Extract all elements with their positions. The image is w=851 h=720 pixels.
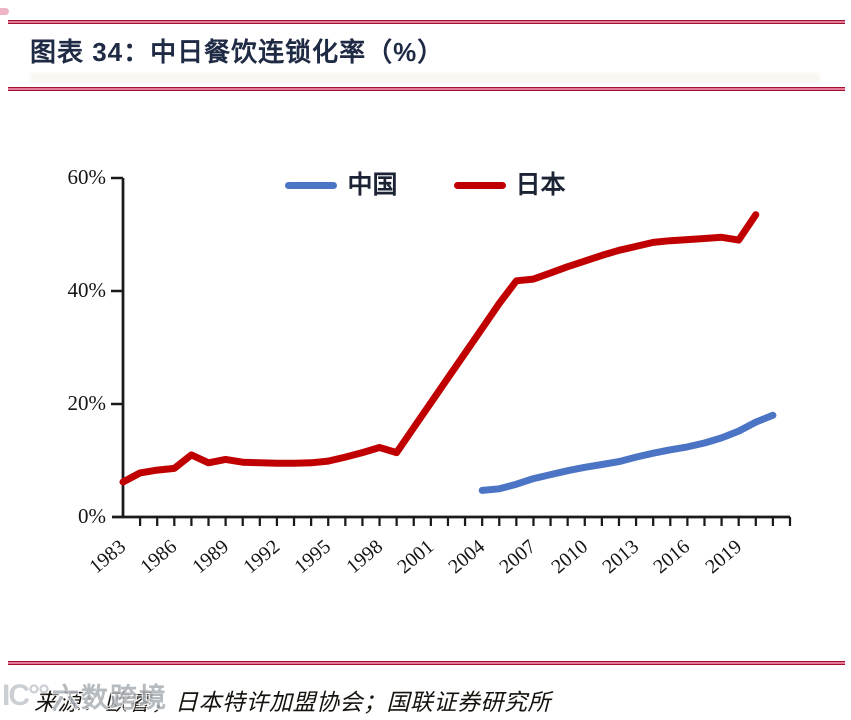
title-divider-red-rule [8,87,845,91]
y-tick-label: 40% [67,278,107,303]
legend-item-china: 中国 [285,171,398,199]
legend-label-japan: 日本 [515,171,566,199]
footer-red-rule [8,661,845,665]
source-note: 来源：欧睿，日本特许加盟协会；国联证券研究所 [34,690,551,715]
faint-watermark-row [30,73,820,83]
series-line-china [478,411,777,494]
y-tick-label: 20% [67,391,107,416]
legend-line-sample-china [285,181,338,189]
legend-line-sample-japan [453,181,506,189]
top-red-rule [8,20,845,24]
legend-item-japan: 日本 [453,171,566,199]
series-line-japan [119,211,760,486]
y-tick-label: 60% [67,165,107,190]
page-corner-artifact [0,8,9,15]
figure-title: 图表 34：中日餐饮连锁化率（%） [30,37,445,67]
chart-legend: 中国 日本 [0,170,851,200]
legend-label-china: 中国 [347,171,398,199]
y-tick-label: 0% [78,504,106,529]
